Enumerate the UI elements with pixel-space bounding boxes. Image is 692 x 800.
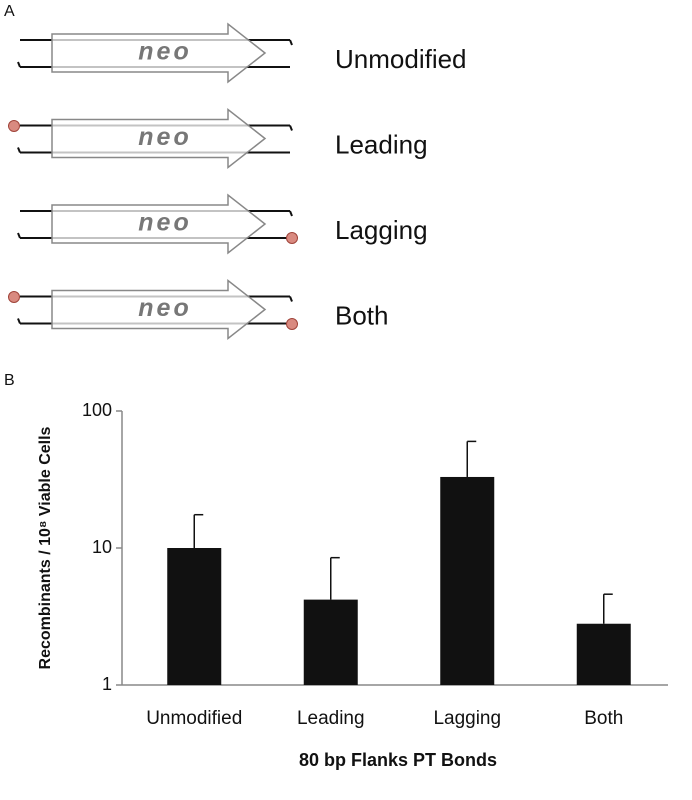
insert-label: neo — [138, 38, 191, 66]
x-tick-label: Leading — [297, 708, 365, 729]
construct-label: Lagging — [335, 215, 428, 245]
construct: neo Both — [17, 278, 389, 341]
bar — [440, 476, 495, 685]
neo-arrow — [51, 22, 267, 84]
x-tick-label: Both — [584, 708, 623, 729]
construct-label: Both — [335, 300, 389, 330]
bar-chart: 1 10 100 Unmodified Leading Lagging Both — [82, 400, 668, 729]
panel-label: B — [4, 372, 15, 389]
panel-label: A — [4, 3, 15, 20]
neo-arrow — [51, 193, 267, 255]
pt-bond — [286, 232, 298, 244]
strand-end — [289, 296, 293, 302]
construct-label: Unmodified — [335, 44, 467, 74]
insert-label: neo — [138, 209, 191, 237]
strand-end — [289, 39, 293, 46]
construct-label: Leading — [335, 129, 428, 159]
y-axis-title: Recombinants / 10⁸ Viable Cells — [37, 426, 54, 669]
strand-end — [289, 125, 293, 131]
strand-end — [289, 210, 293, 217]
insert-label: neo — [138, 123, 191, 151]
construct: neo Leading — [17, 107, 428, 170]
construct: neo Lagging — [17, 193, 428, 255]
neo-arrow — [51, 107, 267, 170]
strand-end — [17, 232, 21, 239]
construct: neo Unmodified — [17, 22, 467, 84]
pt-bond — [286, 318, 298, 330]
strand-end — [17, 147, 21, 153]
x-tick-label: Lagging — [433, 708, 501, 729]
bar — [576, 623, 631, 685]
bar — [167, 548, 222, 685]
pt-bond — [8, 120, 20, 132]
y-tick-label: 100 — [82, 400, 112, 420]
x-axis-title: 80 bp Flanks PT Bonds — [299, 750, 497, 770]
pt-dots — [8, 120, 298, 330]
bar — [303, 599, 358, 685]
strand-end — [17, 318, 21, 324]
x-tick-label: Unmodified — [146, 708, 242, 729]
insert-label: neo — [138, 294, 191, 322]
y-tick-label: 1 — [102, 674, 112, 694]
y-tick-label: 10 — [92, 537, 112, 557]
diagram: neo Unmodified neo Leading neo Lagging neo Both — [17, 22, 467, 341]
neo-arrow — [51, 278, 267, 341]
strand-end — [17, 61, 21, 68]
pt-bond — [8, 291, 20, 303]
